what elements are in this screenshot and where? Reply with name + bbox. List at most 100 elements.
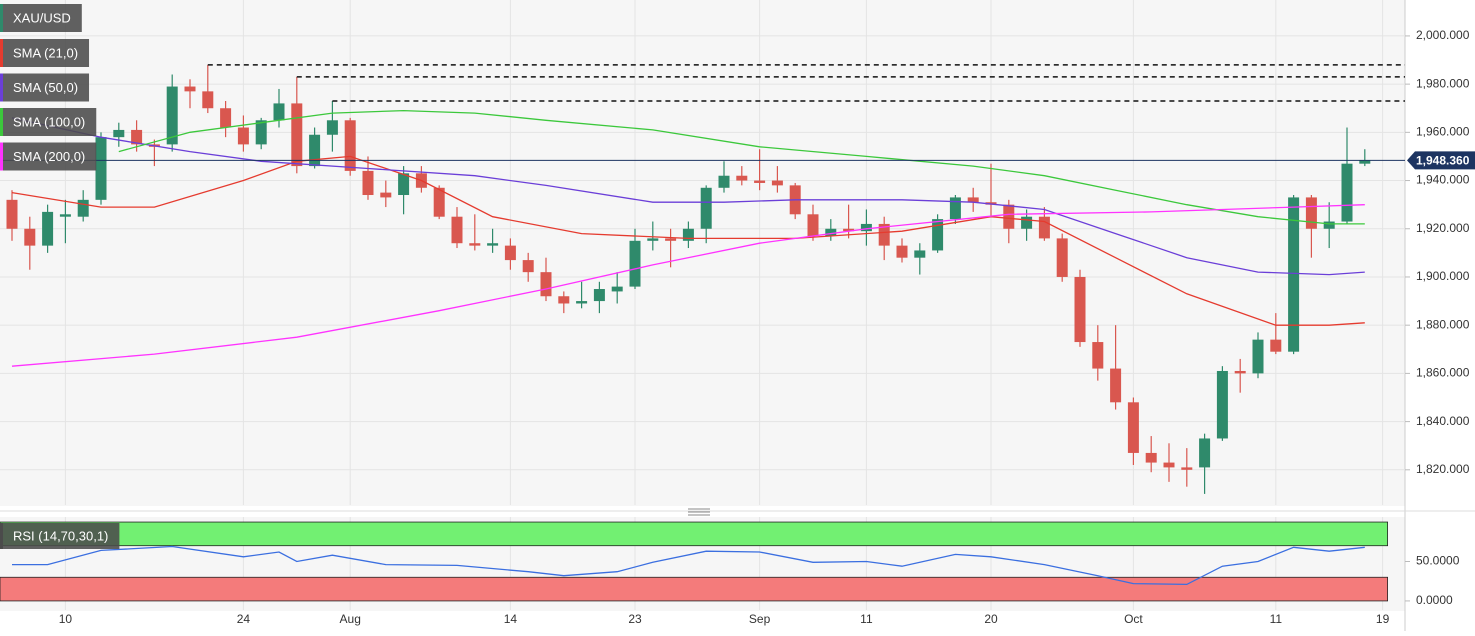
y-tick-label: 1,980.000 [1416,76,1470,90]
candle-body [647,238,659,241]
rsi-zone [0,576,1388,602]
sma-line [11,117,1365,276]
legend-swatch [0,108,3,136]
candle-body [807,214,819,236]
rsi-zone [0,521,1388,547]
resize-handle[interactable] [688,508,710,516]
candle-body [1145,452,1157,463]
candle-body [1288,197,1300,352]
candle-body [1216,370,1228,439]
candle-body [522,260,534,273]
x-tick-label: 11 [860,612,873,626]
candle-body [59,214,71,217]
candle-body [1323,221,1335,229]
legend-swatch [0,73,3,102]
y-tick-label: 1,940.000 [1416,173,1470,187]
candle-body [967,197,979,203]
legend-box [0,142,97,171]
candle-body [1270,339,1282,352]
candle-body [1003,204,1015,229]
candle-body [1305,197,1317,229]
candle-body [949,197,961,220]
candle-body [504,245,516,261]
candle-body [273,103,285,121]
candle-body [95,137,107,200]
x-tick-label: Sep [749,612,771,626]
legend-swatch [0,39,3,67]
last-price-tag [1407,151,1475,170]
legend-box [0,523,120,549]
candle-body [344,120,356,171]
candle-body [558,296,570,304]
candle-body [184,86,196,92]
candle-body [860,223,872,232]
candle-body [878,223,890,246]
legend-box [0,108,97,136]
candle-body [487,243,499,246]
candle-body [398,173,410,196]
candle-body [1074,276,1086,343]
x-tick-label: 11 [1270,612,1283,626]
sma-line [118,109,1365,225]
candle-body [843,228,855,232]
candle-body [629,240,641,287]
candle-body [24,228,36,246]
legend-item: RSI (14,70,30,1) [0,523,120,549]
last-price-label: 1,948.360 [1416,154,1470,168]
candle-body [433,187,445,217]
candle-body [1252,339,1264,374]
candle-body [42,211,54,246]
candle-body [255,120,267,145]
candle-body [237,127,249,145]
labels-layer: 1,820.000 1,840.000 1,860.000 1,880.000 1,90… [0,4,1475,626]
candle-body [77,199,89,217]
legend-label: XAU/USD [13,10,71,25]
candle-body [166,86,178,145]
candle-body [611,286,623,292]
marks-layer [6,64,1371,494]
candle-body [469,243,481,246]
legend-label: SMA (21,0) [13,45,78,60]
candle-body [896,245,908,258]
candle-body [202,91,214,109]
y-tick-label: 1,880.000 [1416,317,1470,331]
candle-body [131,129,143,145]
y-tick-label: 1,960.000 [1416,125,1470,139]
legend-label: SMA (50,0) [13,80,78,95]
x-tick-label: 24 [237,612,251,626]
x-tick-label: Aug [340,612,361,626]
lines-layer [11,109,1365,586]
price-plot-bg [0,0,1405,506]
candle-body [540,272,552,297]
legend-box [0,4,82,32]
y-tick-label: 1,840.000 [1416,414,1470,428]
candle-body [932,219,944,251]
candle-body [682,228,694,241]
candle-body [1341,163,1353,222]
legend-box [0,39,90,67]
candle-body [451,216,463,244]
candle-body [593,289,605,302]
x-tick-label: 10 [59,612,73,626]
legend-item: SMA (21,0) [0,39,90,67]
x-tick-label: Oct [1124,612,1143,626]
legend-item: SMA (100,0) [0,108,97,136]
y-tick-label: 1,820.000 [1416,462,1470,476]
legend-label: RSI (14,70,30,1) [13,528,108,543]
x-tick-label: 20 [984,612,998,626]
candle-body [1127,402,1139,453]
candle-body [1021,216,1033,229]
candle-body [914,250,926,258]
candle-body [754,180,766,183]
legend-item: XAU/USD [0,4,82,32]
candle-body [1199,438,1211,468]
candle-body [825,228,837,236]
legend-swatch [0,142,3,171]
rsi-line [12,545,1365,586]
y-tick-label: 50.0000 [1416,554,1460,568]
candle-body [576,301,588,304]
zones-layer [0,521,1388,602]
candle-body [1038,216,1050,239]
